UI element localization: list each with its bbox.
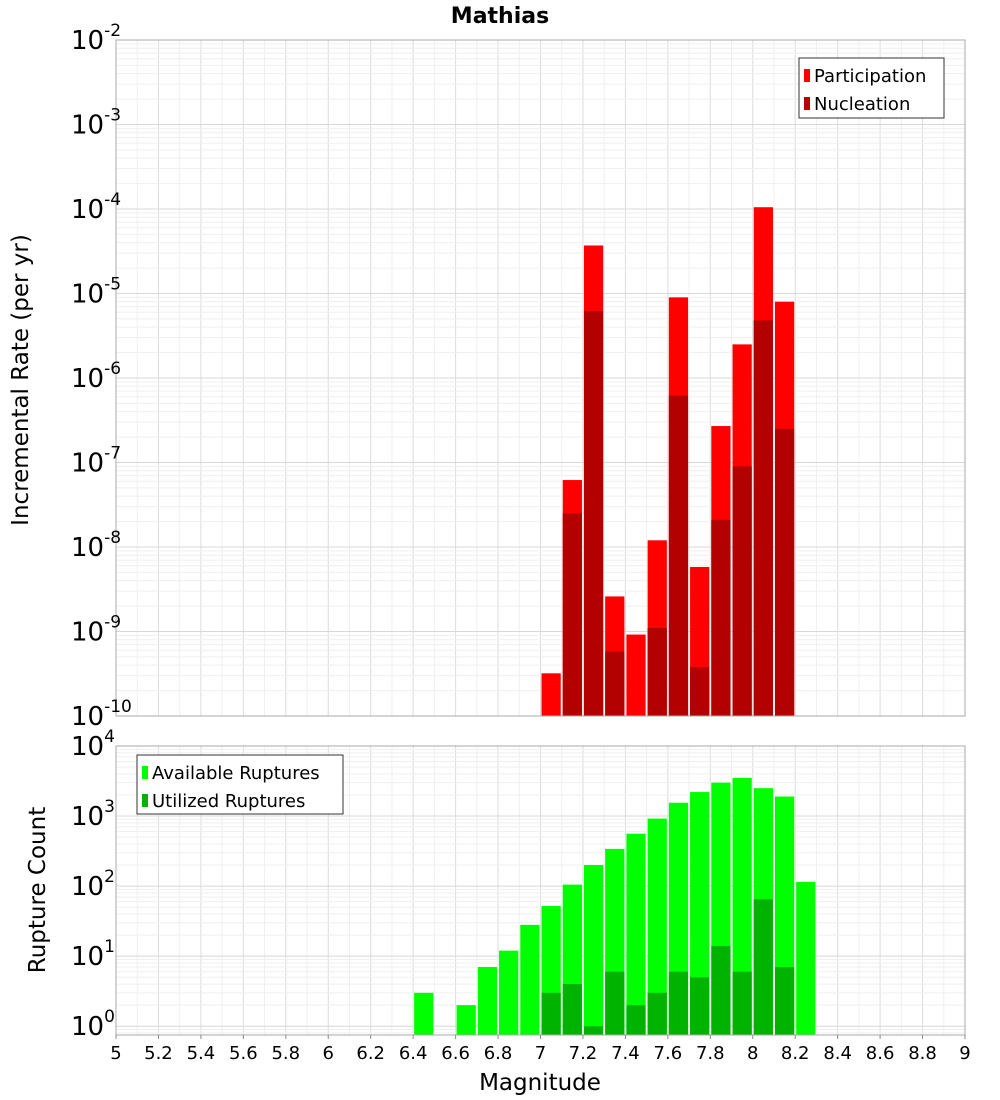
bar-utilized-ruptures [668,971,689,1035]
x-tick-label: 8.6 [866,1043,895,1064]
y-tick-label: 101 [71,937,115,972]
legend-label: Nucleation [814,94,910,115]
bar-nucleation [562,513,582,716]
bar-participation [626,634,646,716]
x-axis-label: Magnitude [479,1070,601,1096]
y-tick-label: 10-6 [71,359,121,394]
y-tick-label: 103 [71,797,115,832]
top-y-axis-label: Incremental Rate (per yr) [8,234,34,526]
x-tick-label: 6.4 [399,1043,428,1064]
bar-available-ruptures [477,967,498,1035]
bottom-plot-area: 100 101 102 103 104 Available Ruptures Utilize… [71,727,971,1064]
x-tick-label: 6 [323,1043,334,1064]
x-tick-label: 5.2 [144,1043,173,1064]
bar-utilized-ruptures [732,971,752,1035]
y-tick-label: 10-10 [71,697,132,732]
bar-nucleation [690,667,710,716]
bar-utilized-ruptures [583,1026,604,1035]
x-tick-label: 7 [535,1043,546,1064]
bar-utilized-ruptures [774,967,795,1035]
x-tick-label: 5.8 [271,1043,300,1064]
x-tick-label: 9 [959,1043,970,1064]
bar-nucleation [774,428,795,716]
bar-available-ruptures [732,777,752,1035]
x-tick-label: 8.2 [781,1043,810,1064]
bar-utilized-ruptures [562,984,582,1035]
chart-title: Mathias [451,4,549,29]
x-tick-label: 5.4 [187,1043,216,1064]
bar-available-ruptures [796,881,816,1035]
bar-available-ruptures [647,818,667,1035]
bar-available-ruptures [626,833,646,1035]
legend: Available Ruptures Utilized Ruptures [136,754,344,815]
legend-label: Participation [814,66,926,87]
legend-swatch [142,794,148,807]
y-tick-label: 10-2 [71,21,121,56]
y-tick-label: 10-8 [71,528,121,563]
legend-label: Utilized Ruptures [152,791,305,812]
bar-available-ruptures [690,792,710,1035]
x-tick-label: 7.8 [696,1043,725,1064]
bar-utilized-ruptures [647,992,667,1035]
legend-swatch [142,766,148,779]
top-plot-area: 10-2 10-3 10-4 10-5 10-6 10-7 10-8 10-9 10-10 Par… [71,21,966,732]
legend-swatch [804,69,810,82]
bar-available-ruptures [583,865,604,1035]
y-tick-label: 10-9 [71,613,121,648]
bar-nucleation [732,466,752,716]
y-tick-label: 100 [71,1007,115,1042]
plot-border [115,39,966,717]
bar-nucleation [605,651,625,716]
bar-nucleation [711,519,731,716]
bar-utilized-ruptures [541,992,561,1035]
x-tick-label: 6.6 [441,1043,470,1064]
bar-utilized-ruptures [711,945,731,1035]
bar-utilized-ruptures [626,1005,646,1035]
y-tick-label: 10-7 [71,444,121,479]
x-tick-label: 7.6 [654,1043,683,1064]
legend-swatch [804,97,810,110]
bar-utilized-ruptures [690,977,710,1035]
bar-available-ruptures [456,1005,476,1035]
bar-nucleation [668,395,689,716]
x-tick-label: 8 [747,1043,758,1064]
y-tick-label: 10-4 [71,190,121,225]
x-tick-label: 6.8 [484,1043,513,1064]
bar-available-ruptures [499,950,519,1035]
x-tick-label: 7.4 [611,1043,640,1064]
x-tick-label: 5.6 [229,1043,258,1064]
bar-nucleation [647,628,667,716]
x-tick-label: 8.8 [908,1043,937,1064]
y-tick-label: 102 [71,867,115,902]
x-tick-label: 5 [110,1043,121,1064]
bar-participation [541,673,561,716]
bar-nucleation [583,311,604,716]
bar-utilized-ruptures [605,971,625,1035]
y-tick-label: 104 [71,727,115,762]
bar-available-ruptures [520,924,540,1035]
bottom-y-axis-label: Rupture Count [25,807,51,973]
y-tick-label: 10-5 [71,275,121,310]
x-tick-label: 7.2 [569,1043,598,1064]
bar-utilized-ruptures [753,899,773,1035]
x-tick-label: 8.4 [823,1043,852,1064]
legend-label: Available Ruptures [152,763,320,784]
legend: Participation Nucleation [798,57,945,119]
bar-nucleation [753,320,773,716]
legend-box [798,57,945,119]
legend-box [136,754,344,815]
y-tick-label: 10-3 [71,106,121,141]
bar-available-ruptures [414,992,434,1035]
x-tick-label: 6.2 [356,1043,385,1064]
